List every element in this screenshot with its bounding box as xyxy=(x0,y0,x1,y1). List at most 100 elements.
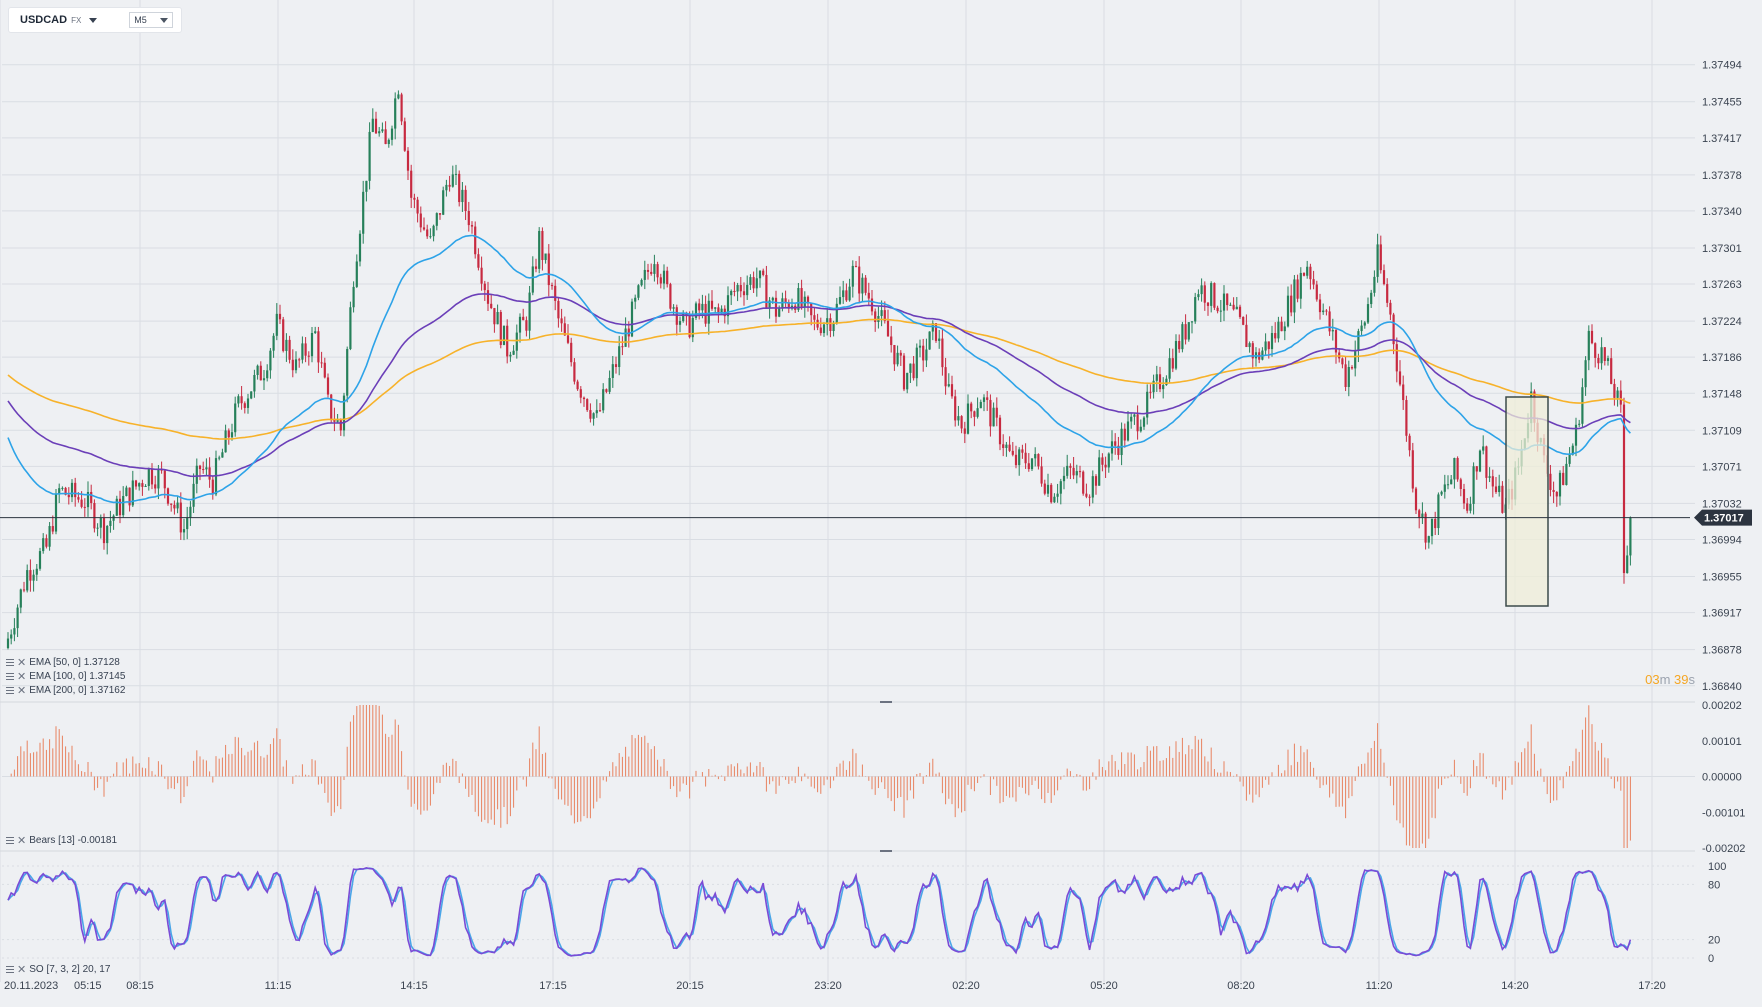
candle-body xyxy=(634,297,637,302)
timeframe-select[interactable]: M5 xyxy=(129,12,174,28)
candle-body xyxy=(694,303,698,318)
bears-tick-label: -0.00202 xyxy=(1702,843,1745,855)
candle-body xyxy=(934,323,938,341)
candle-body xyxy=(1597,357,1600,364)
candle-body xyxy=(1334,330,1338,353)
candle-body xyxy=(954,396,957,421)
candle-body xyxy=(1008,444,1011,451)
candle-body xyxy=(1626,555,1629,574)
candle-body xyxy=(1040,466,1043,484)
candle-body xyxy=(387,139,390,145)
candle-body xyxy=(986,397,989,400)
y-tick-label: 1.37109 xyxy=(1702,425,1742,437)
candle-body xyxy=(394,98,397,129)
candle-body xyxy=(138,483,141,487)
remove-icon[interactable]: ✕ xyxy=(17,835,27,847)
ema200-line xyxy=(7,318,1631,440)
candle-body xyxy=(1434,518,1437,529)
symbol-dropdown-icon[interactable] xyxy=(89,17,98,23)
legend-ema50[interactable]: ✕ EMA [50, 0] 1.37128 xyxy=(6,656,120,669)
candle-body xyxy=(493,308,496,325)
legend-ema100[interactable]: ✕ EMA [100, 0] 1.37145 xyxy=(6,670,125,683)
candle-body xyxy=(202,469,205,471)
candle-body xyxy=(566,335,570,343)
remove-icon[interactable]: ✕ xyxy=(17,671,27,683)
candle-body xyxy=(320,362,323,364)
candle-body xyxy=(67,494,70,498)
timeframe-dropdown-icon[interactable] xyxy=(160,17,169,23)
candle-body xyxy=(83,506,86,508)
legend-so[interactable]: ✕ SO [7, 3, 2] 20, 17 xyxy=(6,963,110,976)
candle-body xyxy=(301,343,304,360)
candle-body xyxy=(1219,310,1222,312)
candle-body xyxy=(560,318,563,324)
candle-body xyxy=(1478,450,1482,472)
candle-body xyxy=(1027,463,1030,470)
candle-body xyxy=(26,570,29,591)
candle-body xyxy=(1235,306,1238,310)
candle-body xyxy=(1366,304,1370,323)
candle-body xyxy=(1075,471,1078,476)
candle-body xyxy=(1350,366,1354,369)
candle-body xyxy=(1094,476,1098,486)
selection-box xyxy=(1505,396,1549,607)
candle-body xyxy=(1581,387,1584,424)
candle-body xyxy=(1450,479,1453,485)
candle-body xyxy=(531,266,534,293)
candle-body xyxy=(874,311,877,322)
y-tick-label: 1.37186 xyxy=(1702,352,1742,364)
candle-body xyxy=(1427,536,1430,543)
settings-icon[interactable] xyxy=(6,673,14,680)
candle-body xyxy=(1232,304,1235,310)
candle-body xyxy=(118,498,122,516)
candle-body xyxy=(378,131,381,134)
legend-bears[interactable]: ✕ Bears [13] -0.00181 xyxy=(6,834,117,847)
candle-body xyxy=(1469,503,1472,511)
candle-body xyxy=(1139,426,1142,432)
candle-body xyxy=(275,313,278,336)
candle-body xyxy=(1181,324,1184,350)
candle-body xyxy=(650,271,653,274)
settings-icon[interactable] xyxy=(6,837,14,844)
candle-body xyxy=(422,227,426,230)
candle-body xyxy=(1146,391,1149,418)
remove-icon[interactable]: ✕ xyxy=(17,685,27,697)
candle-body xyxy=(890,336,893,346)
symbol-selector[interactable]: USDCAD FX M5 xyxy=(9,8,181,32)
candle-body xyxy=(1498,485,1501,493)
candle-body xyxy=(1430,518,1434,537)
settings-icon[interactable] xyxy=(6,966,14,973)
settings-icon[interactable] xyxy=(6,659,14,666)
candle-body xyxy=(902,355,906,390)
candle-body xyxy=(957,416,960,421)
candle-body xyxy=(490,303,493,309)
candle-body xyxy=(1395,344,1398,372)
candle-body xyxy=(256,365,259,375)
settings-icon[interactable] xyxy=(6,687,14,694)
candle-body xyxy=(6,638,10,649)
candle-body xyxy=(346,349,349,396)
legend-ema200[interactable]: ✕ EMA [200, 0] 1.37162 xyxy=(6,684,125,697)
candle-body xyxy=(1062,475,1066,482)
candle-body xyxy=(1072,467,1075,476)
candle-body xyxy=(282,319,285,351)
candle-body xyxy=(608,377,611,392)
candle-body xyxy=(659,277,662,284)
candle-body xyxy=(1344,364,1347,388)
symbol-name[interactable]: USDCAD xyxy=(20,14,68,26)
candle-body xyxy=(1264,341,1267,351)
candle-body xyxy=(909,363,912,373)
remove-icon[interactable]: ✕ xyxy=(17,657,27,669)
candle-body xyxy=(1203,285,1206,303)
candle-body xyxy=(1238,306,1242,317)
candle-body xyxy=(1421,513,1424,518)
candle-body xyxy=(211,479,214,495)
remove-icon[interactable]: ✕ xyxy=(17,964,27,976)
candle-body xyxy=(1603,347,1606,361)
so-tick-label: 20 xyxy=(1708,935,1720,947)
legend-ema100-label: EMA [100, 0] 1.37145 xyxy=(29,671,126,682)
candle-body xyxy=(70,482,74,498)
candle-body xyxy=(307,355,310,357)
